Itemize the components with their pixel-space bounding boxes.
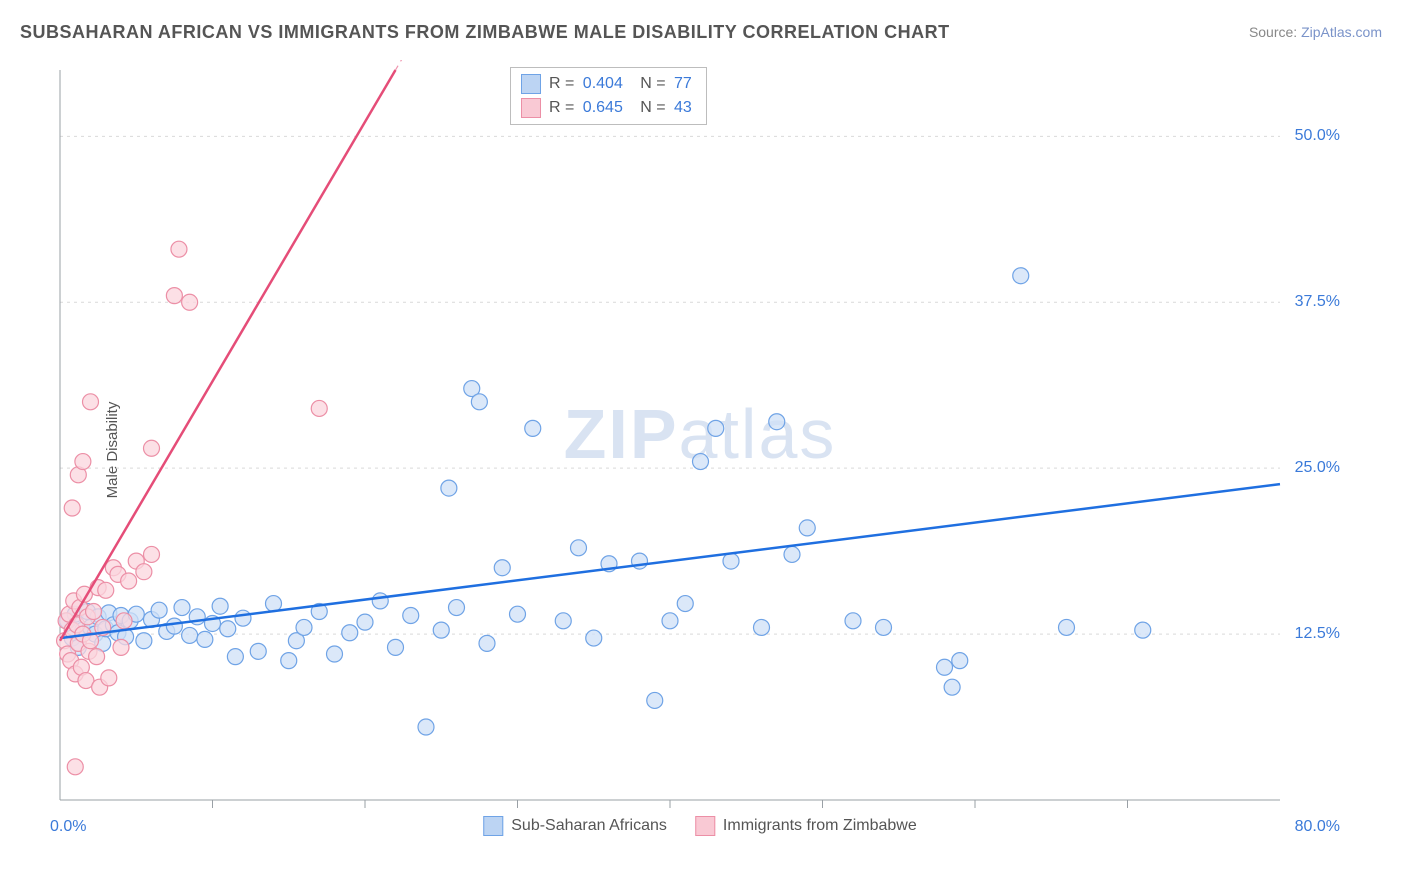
legend-series-label: Immigrants from Zimbabwe [723,817,917,835]
legend-series-label: Sub-Saharan Africans [511,817,667,835]
x-axis-min-label: 0.0% [50,818,86,836]
legend-correlation-row: R = 0.645 N = 43 [521,96,696,120]
source-value: ZipAtlas.com [1301,24,1382,40]
legend-series-item: Immigrants from Zimbabwe [695,816,917,836]
chart-svg [50,60,1350,840]
legend-series-item: Sub-Saharan Africans [483,816,667,836]
source-credit: Source: ZipAtlas.com [1249,24,1382,40]
chart-title: SUBSAHARAN AFRICAN VS IMMIGRANTS FROM ZI… [20,22,950,43]
legend-swatch [521,98,541,118]
legend-swatch [483,816,503,836]
legend-correlation-row: R = 0.404 N = 77 [521,72,696,96]
y-tick-label: 25.0% [1295,459,1340,477]
legend-swatch [695,816,715,836]
plot-area: Male Disability ZIPatlas R = 0.404 N = 7… [50,60,1350,840]
legend-correlation: R = 0.404 N = 77R = 0.645 N = 43 [510,67,707,125]
legend-swatch [521,74,541,94]
chart-container: SUBSAHARAN AFRICAN VS IMMIGRANTS FROM ZI… [0,0,1406,892]
y-tick-label: 50.0% [1295,127,1340,145]
y-tick-label: 37.5% [1295,293,1340,311]
source-label: Source: [1249,24,1301,40]
legend-series: Sub-Saharan Africans Immigrants from Zimb… [483,816,916,836]
y-tick-label: 12.5% [1295,625,1340,643]
x-axis-max-label: 80.0% [1295,818,1340,836]
